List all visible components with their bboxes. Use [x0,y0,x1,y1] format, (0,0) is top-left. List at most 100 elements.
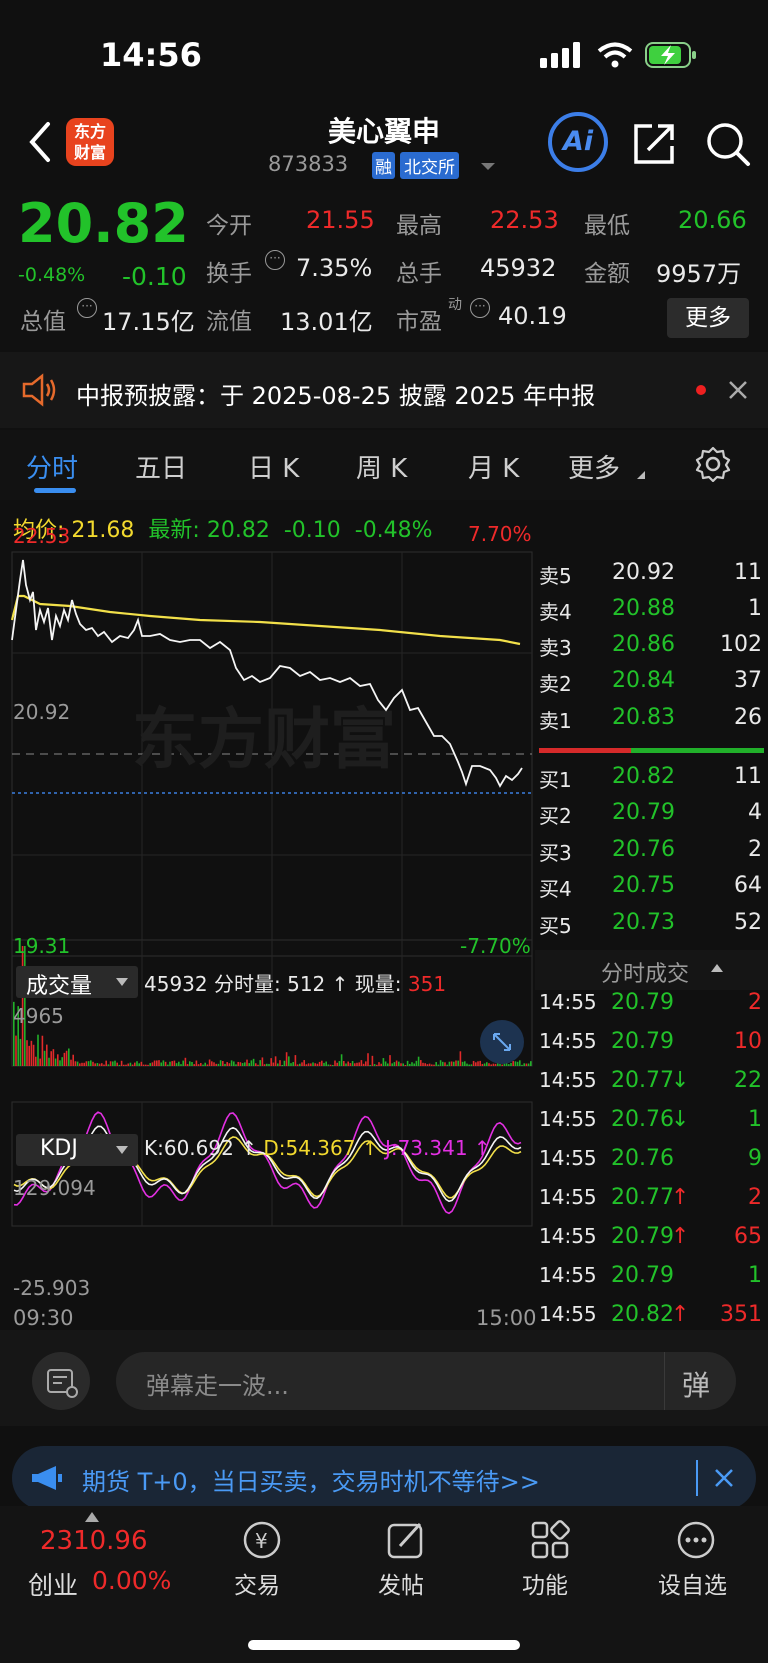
volume-bar [303,1060,305,1066]
volume-bar [101,1063,103,1066]
nav-trade[interactable]: ¥ 交易 [212,1512,312,1608]
search-icon[interactable] [704,120,752,168]
speaker-icon [22,373,56,407]
ask-row: 卖4 20.88 1 [539,596,762,624]
watermark: 东方财富 [132,701,396,778]
volume-bar [321,1060,323,1066]
intraday-chart[interactable]: 均价: 21.68 最新: 20.82 -0.10 -0.48% 东方财富 22… [0,500,537,1330]
stock-name: 美心翼申 [327,115,440,148]
tab-daily-k[interactable]: 日 K [248,454,300,484]
danmu-input[interactable]: 弹幕走一波... 弹 [116,1352,736,1410]
volume-bar [389,1055,391,1066]
volume-bar [505,1061,508,1066]
chevron-down-icon[interactable] [480,162,496,172]
volume-info: 45932 分时量: 512 ↑ 现量: 351 [144,972,447,996]
bid-row: 买4 20.75 64 [539,873,762,901]
tick-row: 14:55 20.79 10 [539,1029,762,1054]
signal-icon [540,42,580,68]
tab-weekly-k[interactable]: 周 K [356,454,408,484]
volume-bar [373,1064,376,1066]
tab-monthly-k[interactable]: 月 K [468,454,520,484]
volume-bar [118,1064,121,1066]
index-name[interactable]: 创业 [28,1571,79,1600]
volume-bar [329,1064,332,1066]
share-icon[interactable] [632,122,676,166]
gear-icon[interactable] [695,446,731,482]
index-pct[interactable]: 0.00% [92,1566,172,1595]
close-icon[interactable] [714,1468,734,1488]
latest-label: 最新: [148,518,200,543]
notice-bar[interactable]: 中报预披露：于 2025-08-25 披露 2025 年中报 [0,352,768,428]
index-value[interactable]: 2310.96 [40,1526,148,1556]
float-value: 13.01亿 [280,308,373,336]
volume-bar [411,1062,413,1066]
low-value: 20.66 [678,206,747,234]
last-price: 20.82 [18,192,189,255]
volume-now: 351 [407,972,447,996]
danmu-send-button[interactable]: 弹 [682,1369,711,1402]
caret-up-icon [711,964,723,972]
volume-bar [310,1063,312,1066]
expand-icon [493,1033,511,1051]
ad-banner[interactable]: 期货 T+0，当日买卖，交易时机不等待>> [12,1446,756,1510]
nav-post[interactable]: 发帖 [356,1512,456,1608]
volume-bar [237,1061,239,1066]
volume-bar [123,1064,125,1066]
volume-bar [402,1063,404,1066]
volume-bar [195,1060,198,1066]
volume-bar [164,1061,167,1066]
volume-bar [369,1064,371,1066]
volume-bar [156,1060,158,1066]
ask-row: 卖3 20.86 102 [539,632,762,660]
nav-add-watchlist[interactable]: 设自选 [646,1512,746,1608]
more-button[interactable]: 更多 [667,298,749,338]
volume-bar [312,1062,314,1066]
info-icon[interactable]: ··· [77,298,97,318]
ask-row: 卖1 20.83 26 [539,705,762,733]
volume-bar [175,1063,178,1066]
mcap-value: 17.15亿 [102,308,195,336]
volume-bar [459,1051,462,1066]
volume-bar [257,1064,259,1066]
tick-row: 14:55 20.82 ↑ 351 [539,1302,762,1327]
megaphone-icon [32,1466,62,1490]
logo-text-1: 东方 [73,122,106,141]
volume-bar [217,1063,220,1066]
tab-intraday[interactable]: 分时 [26,454,79,484]
volume-bar [398,1061,400,1066]
volume-max: 4965 [13,1004,64,1028]
info-icon[interactable]: ··· [265,250,285,270]
volume-now-label: 现量: [354,972,402,996]
volume-bar [261,1057,264,1066]
close-icon[interactable] [728,380,748,400]
volume-bar [468,1064,470,1066]
expand-button[interactable] [480,1020,524,1064]
volume-bar [50,1051,52,1066]
tab-five-day[interactable]: 五日 [135,454,188,484]
volume-bar [431,1064,433,1066]
indicator-selector[interactable]: KDJ [16,1134,138,1166]
nav-functions[interactable]: 功能 [500,1512,600,1608]
turnover-label: 换手 [206,261,252,287]
volume-bar [228,1063,231,1066]
axis-bottom-price: 19.31 [13,934,71,958]
volume-bar [266,1063,268,1066]
danmu-placeholder: 弹幕走一波... [146,1372,289,1400]
volume-bar [406,1060,409,1066]
volume-bar [338,1061,341,1066]
time-end: 15:00 [476,1306,537,1330]
ai-button[interactable]: Ai [548,112,608,172]
volume-selector[interactable]: 成交量 [16,966,138,999]
volume-bar [114,1060,116,1066]
ticks-header[interactable]: 分时成交 [535,950,768,990]
volume-bar [79,1063,81,1066]
volume-bar [349,1063,352,1066]
volume-bar [63,1052,66,1066]
tab-more[interactable]: 更多 [568,454,621,484]
danmu-settings-button[interactable] [32,1352,90,1410]
back-icon[interactable] [26,120,54,164]
volume-bar [171,1061,173,1066]
volume-bar [466,1063,468,1066]
volume-bar [92,1061,94,1066]
info-icon[interactable]: ··· [470,298,490,318]
